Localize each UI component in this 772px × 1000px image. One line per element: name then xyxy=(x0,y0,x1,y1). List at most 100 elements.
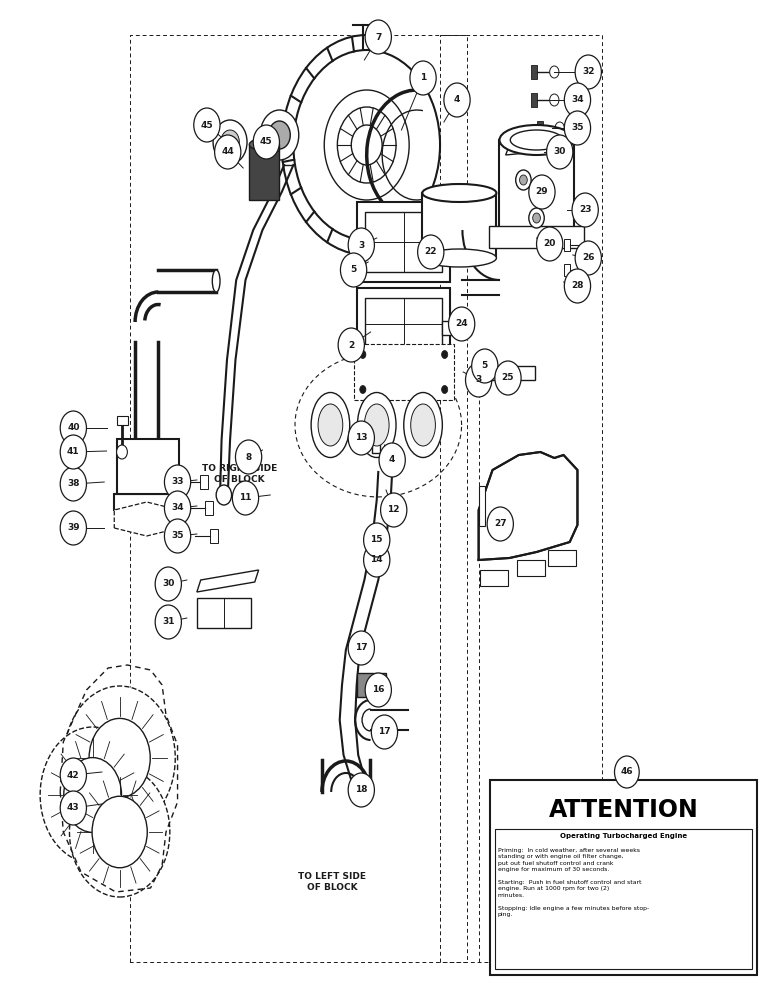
Circle shape xyxy=(64,758,121,832)
Text: 31: 31 xyxy=(162,617,174,626)
Bar xyxy=(354,344,454,399)
Circle shape xyxy=(60,467,86,501)
Circle shape xyxy=(495,361,521,395)
Text: 44: 44 xyxy=(222,147,234,156)
Bar xyxy=(517,560,545,576)
Bar xyxy=(489,226,584,248)
Text: 26: 26 xyxy=(582,253,594,262)
Bar xyxy=(249,144,279,200)
Circle shape xyxy=(564,83,591,117)
Text: 1: 1 xyxy=(420,74,426,83)
Text: 35: 35 xyxy=(571,123,584,132)
Circle shape xyxy=(260,110,299,160)
Ellipse shape xyxy=(422,249,496,267)
Circle shape xyxy=(371,715,398,749)
Text: 42: 42 xyxy=(67,770,80,780)
Text: 5: 5 xyxy=(350,265,357,274)
Circle shape xyxy=(348,421,374,455)
Circle shape xyxy=(444,83,470,117)
Circle shape xyxy=(575,55,601,89)
Circle shape xyxy=(615,756,639,788)
Text: 40: 40 xyxy=(67,424,80,432)
Circle shape xyxy=(533,213,540,223)
Text: 23: 23 xyxy=(579,206,591,215)
Circle shape xyxy=(360,385,366,393)
Circle shape xyxy=(379,443,405,477)
Text: 2: 2 xyxy=(348,340,354,350)
Circle shape xyxy=(547,135,573,169)
Circle shape xyxy=(232,481,259,515)
Circle shape xyxy=(164,519,191,553)
Bar xyxy=(200,475,208,489)
Circle shape xyxy=(360,351,366,359)
Text: 33: 33 xyxy=(171,478,184,487)
Text: TO LEFT SIDE
OF BLOCK: TO LEFT SIDE OF BLOCK xyxy=(298,872,366,892)
Bar xyxy=(499,140,574,230)
Circle shape xyxy=(337,107,396,183)
Bar xyxy=(365,298,442,350)
Bar xyxy=(365,212,442,272)
Bar xyxy=(548,550,576,566)
Polygon shape xyxy=(197,570,259,592)
Circle shape xyxy=(348,228,374,262)
Circle shape xyxy=(155,567,181,601)
Bar xyxy=(372,425,380,453)
Circle shape xyxy=(442,385,448,393)
Circle shape xyxy=(340,253,367,287)
Bar xyxy=(490,780,757,975)
Ellipse shape xyxy=(411,404,435,446)
Bar xyxy=(369,418,383,428)
Text: 25: 25 xyxy=(502,373,514,382)
Circle shape xyxy=(155,605,181,639)
Circle shape xyxy=(64,686,175,830)
Text: 29: 29 xyxy=(536,188,548,196)
Text: 12: 12 xyxy=(388,506,400,514)
Circle shape xyxy=(216,485,232,505)
Bar xyxy=(442,321,471,335)
Bar xyxy=(479,486,485,526)
Ellipse shape xyxy=(499,125,574,155)
Circle shape xyxy=(442,351,448,359)
Circle shape xyxy=(555,122,564,134)
Circle shape xyxy=(529,175,555,209)
Text: 17: 17 xyxy=(378,728,391,736)
Text: 16: 16 xyxy=(372,686,384,694)
Circle shape xyxy=(550,66,559,78)
Circle shape xyxy=(253,125,279,159)
Ellipse shape xyxy=(357,392,396,458)
Circle shape xyxy=(164,491,191,525)
Bar xyxy=(495,829,752,969)
Ellipse shape xyxy=(311,392,350,458)
Ellipse shape xyxy=(318,404,343,446)
Circle shape xyxy=(60,435,86,469)
Text: 41: 41 xyxy=(67,448,80,456)
Polygon shape xyxy=(479,452,577,560)
Ellipse shape xyxy=(510,130,563,150)
Circle shape xyxy=(324,90,409,200)
Text: ATTENTION: ATTENTION xyxy=(549,798,698,822)
Text: 32: 32 xyxy=(582,68,594,77)
Text: 3: 3 xyxy=(476,375,482,384)
Circle shape xyxy=(564,111,591,145)
Circle shape xyxy=(60,411,86,445)
Text: 24: 24 xyxy=(455,320,468,328)
Circle shape xyxy=(117,445,127,459)
Bar xyxy=(564,264,570,276)
Bar xyxy=(537,121,543,135)
Circle shape xyxy=(215,135,241,169)
Text: 20: 20 xyxy=(543,239,556,248)
Text: 3: 3 xyxy=(358,240,364,249)
Ellipse shape xyxy=(364,404,389,446)
Bar xyxy=(564,239,570,251)
Bar xyxy=(205,501,213,515)
Text: 45: 45 xyxy=(260,137,273,146)
Text: Priming:  In cold weather, after several weeks
standing or with engine oil filte: Priming: In cold weather, after several … xyxy=(498,848,649,917)
Circle shape xyxy=(520,175,527,185)
Text: 22: 22 xyxy=(425,247,437,256)
Bar xyxy=(531,65,537,79)
Circle shape xyxy=(269,121,290,149)
Bar xyxy=(117,439,179,494)
Text: 34: 34 xyxy=(171,504,184,512)
Circle shape xyxy=(572,193,598,227)
Circle shape xyxy=(487,507,513,541)
